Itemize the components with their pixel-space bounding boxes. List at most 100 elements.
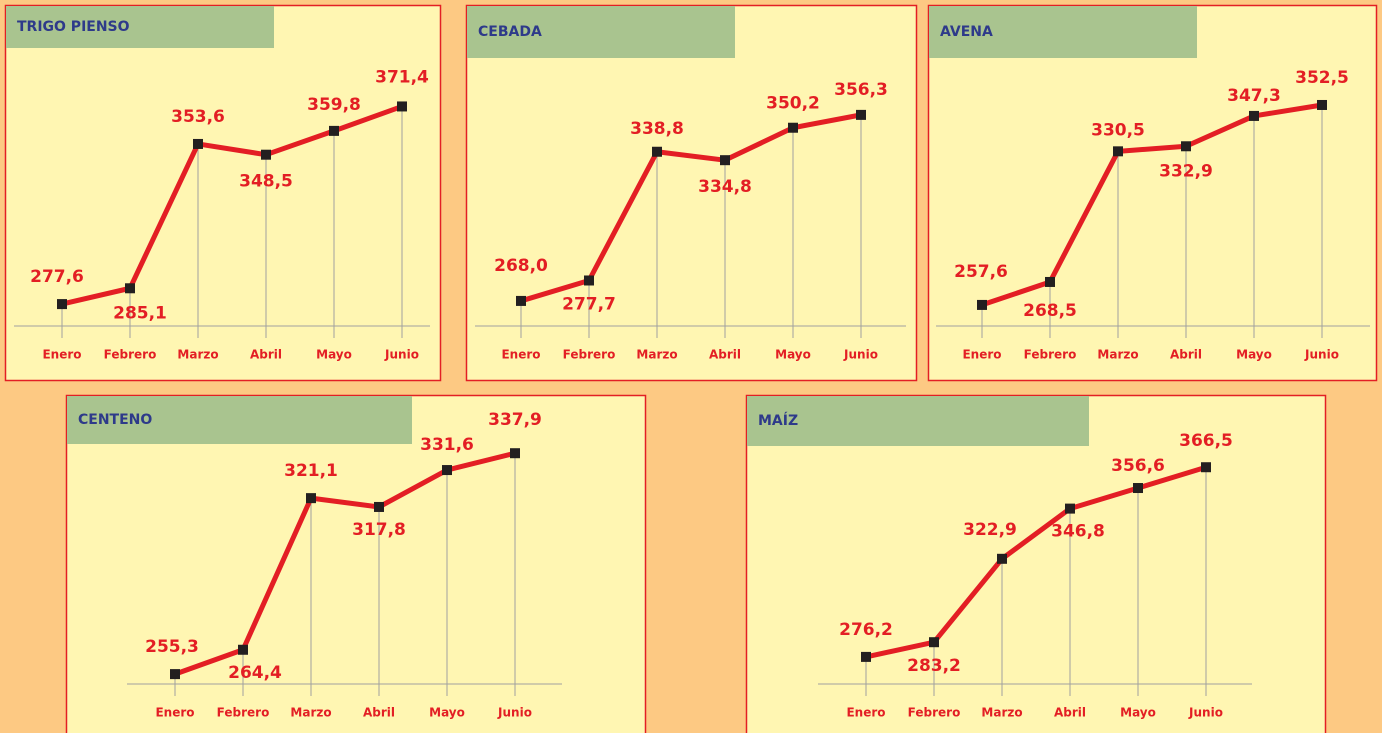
x-tick-label: Abril — [1054, 706, 1086, 720]
x-tick-label: Junio — [1304, 348, 1339, 362]
panel-background — [465, 4, 918, 382]
x-tick-label: Enero — [155, 706, 194, 720]
x-tick-label: Mayo — [429, 706, 465, 720]
x-tick-label: Febrero — [1024, 348, 1077, 362]
data-point — [997, 553, 1007, 564]
x-tick-label: Febrero — [908, 706, 961, 720]
data-point — [306, 493, 316, 504]
data-point — [329, 125, 339, 136]
data-point — [856, 109, 866, 120]
x-tick-label: Mayo — [316, 348, 352, 362]
data-label: 352,5 — [1295, 68, 1349, 88]
data-label: 283,2 — [907, 656, 961, 676]
data-label: 356,6 — [1111, 456, 1165, 476]
data-label: 334,8 — [698, 177, 752, 197]
x-tick-label: Enero — [962, 348, 1001, 362]
data-point — [238, 644, 248, 655]
x-tick-label: Marzo — [636, 348, 677, 362]
data-label: 356,3 — [834, 80, 888, 100]
x-tick-label: Abril — [709, 348, 741, 362]
x-tick-label: Enero — [42, 348, 81, 362]
x-tick-label: Junio — [1188, 706, 1223, 720]
data-point — [170, 669, 180, 680]
title-tab — [67, 396, 412, 444]
data-label: 322,9 — [963, 520, 1017, 540]
data-point — [1133, 483, 1143, 494]
data-point — [788, 122, 798, 133]
data-point — [1045, 276, 1055, 287]
title-tab — [929, 6, 1197, 58]
data-point — [1201, 462, 1211, 473]
x-tick-label: Marzo — [290, 706, 331, 720]
data-point — [1317, 99, 1327, 110]
data-label: 255,3 — [145, 637, 199, 657]
data-point — [516, 295, 526, 306]
chart-panel: CEBADA Enero Febrero Marzo Abril Mayo Junio 268… — [465, 4, 918, 382]
data-line — [520, 112, 862, 304]
chart-panel: CENTENO Enero Febrero Marzo Abril Mayo Junio 25… — [65, 394, 647, 733]
data-label: 264,4 — [228, 663, 282, 683]
data-label: 277,7 — [562, 294, 616, 314]
data-label: 257,6 — [954, 262, 1008, 282]
data-label: 347,3 — [1227, 86, 1281, 106]
chart-title: MAÍZ — [758, 412, 798, 429]
x-tick-label: Febrero — [217, 706, 270, 720]
panel-background — [927, 4, 1378, 382]
x-tick-label: Marzo — [177, 348, 218, 362]
data-point — [652, 146, 662, 157]
data-point — [1249, 110, 1259, 121]
data-label: 332,9 — [1159, 161, 1213, 181]
data-point — [1181, 141, 1191, 152]
chart-panel: AVENA Enero Febrero Marzo Abril Mayo Junio 257,… — [927, 4, 1378, 382]
data-label: 371,4 — [375, 67, 429, 87]
data-label: 277,6 — [30, 267, 84, 287]
data-point — [584, 275, 594, 286]
data-label: 366,5 — [1179, 431, 1233, 451]
chart-title: CEBADA — [478, 24, 542, 40]
data-label: 268,5 — [1023, 301, 1077, 321]
chart-title: TRIGO PIENSO — [17, 19, 130, 35]
x-tick-label: Mayo — [1236, 348, 1272, 362]
x-tick-label: Junio — [843, 348, 878, 362]
x-tick-label: Junio — [384, 348, 419, 362]
data-label: 359,8 — [307, 95, 361, 115]
x-tick-label: Enero — [501, 348, 540, 362]
data-label: 285,1 — [113, 303, 167, 323]
data-label: 276,2 — [839, 620, 893, 640]
data-label: 331,6 — [420, 435, 474, 455]
panel-background — [4, 4, 442, 382]
data-label: 348,5 — [239, 172, 293, 192]
chart-title: CENTENO — [78, 412, 152, 428]
data-point — [861, 651, 871, 662]
data-label: 338,8 — [630, 119, 684, 139]
data-label: 346,8 — [1051, 522, 1105, 542]
data-label: 350,2 — [766, 94, 820, 114]
data-point — [374, 501, 384, 512]
data-point — [1065, 503, 1075, 514]
data-point — [261, 149, 271, 160]
data-label: 330,5 — [1091, 120, 1145, 140]
x-tick-label: Abril — [363, 706, 395, 720]
data-point — [510, 448, 520, 459]
panel-background — [745, 394, 1327, 733]
data-line — [174, 450, 516, 677]
data-point — [929, 637, 939, 648]
data-point — [397, 101, 407, 112]
panel-background — [65, 394, 647, 733]
data-label: 337,9 — [488, 410, 542, 430]
x-tick-label: Abril — [1170, 348, 1202, 362]
chart-title: AVENA — [940, 24, 993, 40]
data-label: 317,8 — [352, 520, 406, 540]
title-tab — [6, 6, 274, 48]
title-tab — [467, 6, 735, 58]
data-line — [865, 464, 1207, 660]
x-tick-label: Febrero — [104, 348, 157, 362]
data-point — [57, 299, 67, 310]
x-tick-label: Marzo — [1097, 348, 1138, 362]
x-tick-label: Abril — [250, 348, 282, 362]
x-tick-label: Enero — [846, 706, 885, 720]
x-tick-label: Mayo — [1120, 706, 1156, 720]
chart-panel: TRIGO PIENSO Enero Febrero Marzo Abril Mayo Ju… — [4, 4, 442, 382]
data-line — [61, 104, 403, 307]
